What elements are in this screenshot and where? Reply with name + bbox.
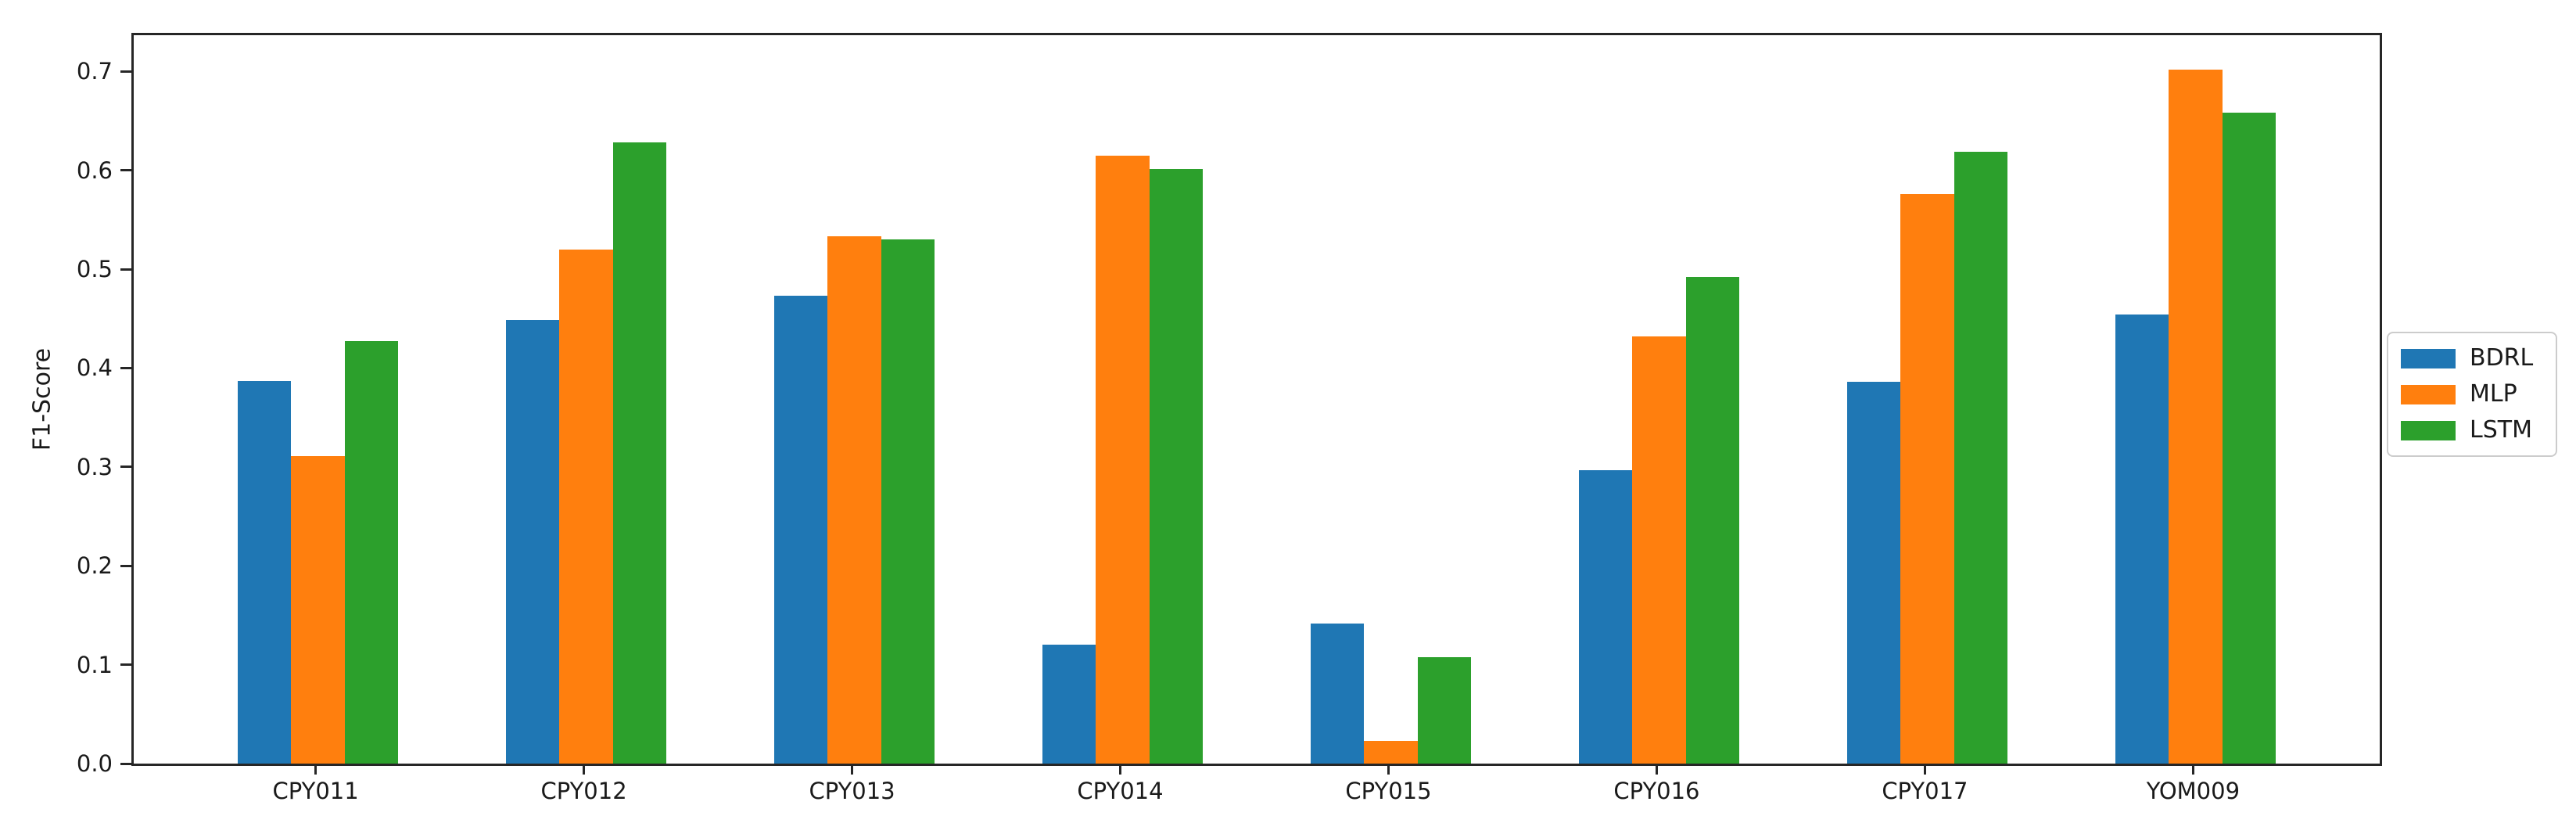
bar-CPY017-LSTM (1954, 151, 2008, 764)
bar-CPY012-MLP (559, 249, 613, 764)
x-tick-mark (1387, 764, 1390, 775)
bar-CPY015-BDRL (1310, 623, 1365, 764)
bar-CPY013-BDRL (773, 296, 828, 764)
bar-YOM009-BDRL (2115, 315, 2169, 764)
bar-CPY015-MLP (1364, 740, 1418, 764)
bar-CPY012-LSTM (612, 142, 667, 764)
legend-swatch-icon (2401, 348, 2456, 368)
x-tick-label-CPY015: CPY015 (1345, 778, 1432, 804)
legend-label: LSTM (2470, 416, 2532, 444)
legend-label: MLP (2470, 380, 2517, 408)
y-tick-mark (120, 663, 131, 667)
y-tick-mark (120, 564, 131, 567)
bar-CPY014-BDRL (1042, 645, 1096, 764)
x-tick-label-YOM009: YOM009 (2146, 778, 2241, 804)
y-tick-label: 0.7 (76, 58, 113, 85)
bar-CPY014-MLP (1096, 155, 1150, 764)
x-tick-mark (1923, 764, 1926, 775)
y-tick-label: 0.6 (76, 156, 113, 184)
bar-CPY011-MLP (291, 455, 345, 764)
x-tick-label-CPY013: CPY013 (809, 778, 895, 804)
x-tick-mark (1119, 764, 1122, 775)
y-tick-mark (120, 169, 131, 172)
y-tick-label: 0.5 (76, 256, 113, 283)
plot-area (131, 33, 2382, 766)
y-tick-mark (120, 70, 131, 73)
legend-swatch-icon (2401, 420, 2456, 440)
x-tick-mark (583, 764, 586, 775)
y-tick-label: 0.0 (76, 750, 113, 777)
y-tick-mark (120, 268, 131, 271)
bar-CPY013-LSTM (881, 239, 935, 764)
x-tick-mark (851, 764, 854, 775)
x-tick-mark (1655, 764, 1658, 775)
bar-CPY012-BDRL (505, 319, 560, 764)
bar-CPY014-LSTM (1149, 169, 1204, 764)
x-tick-mark (314, 764, 318, 775)
bar-CPY013-MLP (827, 236, 881, 764)
x-tick-mark (2191, 764, 2194, 775)
bar-CPY015-LSTM (1417, 656, 1472, 764)
y-tick-label: 0.1 (76, 651, 113, 678)
bar-CPY011-BDRL (237, 380, 292, 764)
x-tick-label-CPY017: CPY017 (1882, 778, 1968, 804)
bar-CPY011-LSTM (344, 341, 399, 764)
y-tick-mark (120, 366, 131, 369)
x-tick-label-CPY014: CPY014 (1077, 778, 1164, 804)
x-tick-label-CPY012: CPY012 (540, 778, 627, 804)
legend-item-MLP: MLP (2401, 382, 2542, 407)
legend-item-LSTM: LSTM (2401, 418, 2542, 443)
legend: BDRL MLP LSTM (2387, 332, 2557, 457)
bar-CPY017-BDRL (1846, 382, 1901, 764)
x-tick-label-CPY011: CPY011 (272, 778, 359, 804)
bar-CPY016-MLP (1632, 336, 1686, 764)
y-tick-label: 0.4 (76, 354, 113, 382)
legend-item-BDRL: BDRL (2401, 346, 2542, 371)
bar-YOM009-MLP (2169, 69, 2223, 764)
y-tick-label: 0.2 (76, 552, 113, 580)
y-tick-mark (120, 466, 131, 469)
bar-CPY017-MLP (1900, 194, 1954, 764)
bar-YOM009-LSTM (2222, 113, 2276, 764)
x-tick-label-CPY016: CPY016 (1613, 778, 1700, 804)
legend-swatch-icon (2401, 384, 2456, 404)
legend-label: BDRL (2470, 344, 2534, 372)
y-tick-mark (120, 762, 131, 765)
y-tick-label: 0.3 (76, 453, 113, 480)
bar-CPY016-BDRL (1578, 469, 1633, 764)
bar-CPY016-LSTM (1685, 277, 1740, 764)
